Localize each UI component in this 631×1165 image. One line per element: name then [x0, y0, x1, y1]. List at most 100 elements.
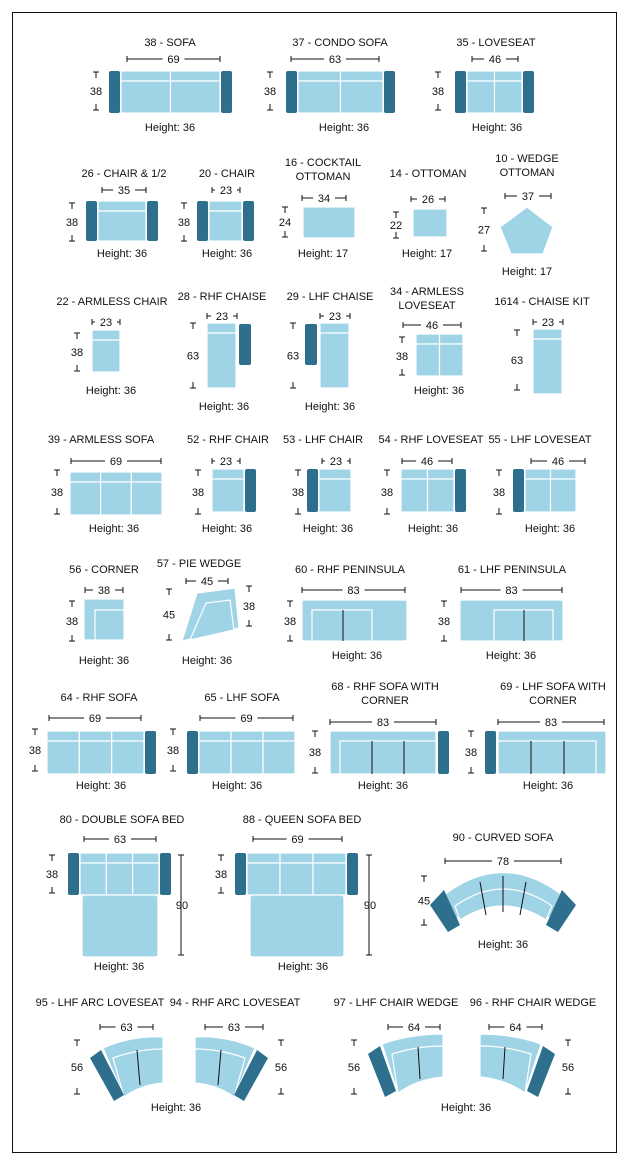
seat-cushion — [549, 478, 577, 513]
height-label: Height: 36 — [202, 248, 252, 260]
piece-label: 90 - CURVED SOFA — [453, 832, 554, 844]
width-value: 23 — [216, 311, 228, 323]
width-value: 64 — [408, 1022, 420, 1034]
back-cushion — [211, 468, 245, 480]
back-cushion — [466, 70, 496, 82]
depth-value: 56 — [71, 1062, 83, 1074]
width-value: 46 — [421, 456, 433, 468]
piece-label: 60 - RHF PENINSULA — [295, 564, 406, 576]
arm — [147, 201, 158, 241]
depth-value: 38 — [465, 747, 477, 759]
width-value: 34 — [318, 193, 330, 205]
arm — [197, 201, 208, 241]
depth-value: 90 — [176, 900, 188, 912]
depth-value: 38 — [284, 616, 296, 628]
piece-label: 29 - LHF CHAISE — [287, 291, 374, 303]
arm — [307, 469, 318, 512]
back-cushion — [97, 200, 147, 212]
piece-label: 1614 - CHAISE KIT — [494, 296, 590, 308]
piece-queenbed88: 88 - QUEEN SOFA BED 69 38 90 Height: 36 — [215, 814, 376, 973]
back-cushion — [206, 322, 237, 334]
arm — [523, 71, 534, 113]
seat-cushion — [426, 478, 455, 513]
piece-label: 95 - LHF ARC LOVESEAT — [36, 997, 165, 1009]
wedge-seat — [479, 1045, 532, 1095]
width-value: 23 — [100, 317, 112, 329]
depth-value: 38 — [46, 869, 58, 881]
height-label: Height: 36 — [212, 780, 262, 792]
seat-cushion — [120, 80, 172, 114]
depth-value: 38 — [29, 745, 41, 757]
height-label: Height: 36 — [97, 248, 147, 260]
cushion-seam — [530, 741, 565, 774]
piece-lhfarc95: 95 - LHF ARC LOVESEAT 63 56 — [36, 997, 165, 1101]
piece-rhfwedge96: 96 - RHF CHAIR WEDGE 64 56 Height: 36 — [441, 997, 596, 1114]
height-label: Height: 36 — [486, 650, 536, 662]
width-value: 63 — [228, 1022, 240, 1034]
arm — [347, 853, 358, 895]
seat-cushion — [339, 80, 384, 114]
back-cushion — [312, 852, 347, 864]
height-label: Height: 36 — [303, 523, 353, 535]
dimension-gap — [372, 715, 394, 727]
dimension-gap — [113, 183, 135, 195]
depth-value: 38 — [66, 616, 78, 628]
back-cushion — [318, 468, 352, 480]
piece-label: CORNER — [361, 695, 409, 707]
width-value: 69 — [167, 54, 179, 66]
width-value: 69 — [89, 713, 101, 725]
seat-cushion — [78, 740, 113, 775]
arm — [160, 853, 171, 895]
dimension-gap — [215, 454, 237, 466]
width-value: 69 — [291, 834, 303, 846]
width-value: 35 — [118, 185, 130, 197]
height-label: Height: 36 — [89, 523, 139, 535]
piece-label: 96 - RHF CHAIR WEDGE — [470, 997, 597, 1009]
depth-value: 38 — [90, 86, 102, 98]
width-value: 83 — [377, 717, 389, 729]
depth-value: 24 — [279, 217, 291, 229]
back-cushion — [415, 333, 441, 345]
depth-value: 38 — [178, 217, 190, 229]
piece-lhfwedge97: 97 - LHF CHAIR WEDGE 64 56 — [334, 997, 458, 1097]
depth-value: 63 — [287, 351, 299, 363]
back-cushion — [78, 730, 113, 742]
width-value: 69 — [110, 456, 122, 468]
height-label: Height: 36 — [525, 523, 575, 535]
depth-value: 22 — [390, 220, 402, 232]
piece-lhfsofa65: 65 - LHF SOFA 69 38 Height: 36 — [167, 692, 296, 792]
seat-cushion — [262, 740, 296, 775]
piece-label: 28 - RHF CHAISE — [178, 291, 267, 303]
arm — [546, 890, 576, 932]
height-label: Height: 17 — [502, 266, 552, 278]
arm — [305, 324, 317, 365]
piece-armless22: 22 - ARMLESS CHAIR 23 38 Height: 36 — [56, 296, 167, 397]
back-cushion — [132, 852, 160, 864]
depth-value: 56 — [348, 1062, 360, 1074]
seat-cushion — [97, 210, 147, 242]
dimension-gap — [500, 583, 523, 595]
piece-chaisekit1614: 1614 - CHAISE KIT 23 63 — [494, 296, 590, 395]
dimension-gap — [547, 454, 569, 466]
back-cushion — [262, 730, 296, 742]
depth-value: 38 — [309, 747, 321, 759]
piece-label: 10 - WEDGE — [495, 153, 559, 165]
width-value: 26 — [422, 194, 434, 206]
back-cushion — [79, 852, 107, 864]
piece-label: 88 - QUEEN SOFA BED — [243, 814, 362, 826]
seat-cushion — [198, 740, 232, 775]
piece-label: 69 - LHF SOFA WITH — [500, 681, 606, 693]
arm — [513, 469, 524, 512]
cushion-seam — [136, 1049, 141, 1086]
piece-label: 22 - ARMLESS CHAIR — [56, 296, 167, 308]
width-value: 38 — [98, 585, 110, 597]
arm — [109, 71, 120, 113]
seat-cushion — [100, 481, 132, 516]
dimension-gap — [84, 711, 106, 723]
seat-cushion — [524, 478, 552, 513]
diagram-border — [12, 12, 617, 1153]
width-value: 23 — [329, 311, 341, 323]
piece-label: 68 - RHF SOFA WITH — [331, 681, 439, 693]
height-label: Height: 36 — [76, 780, 126, 792]
